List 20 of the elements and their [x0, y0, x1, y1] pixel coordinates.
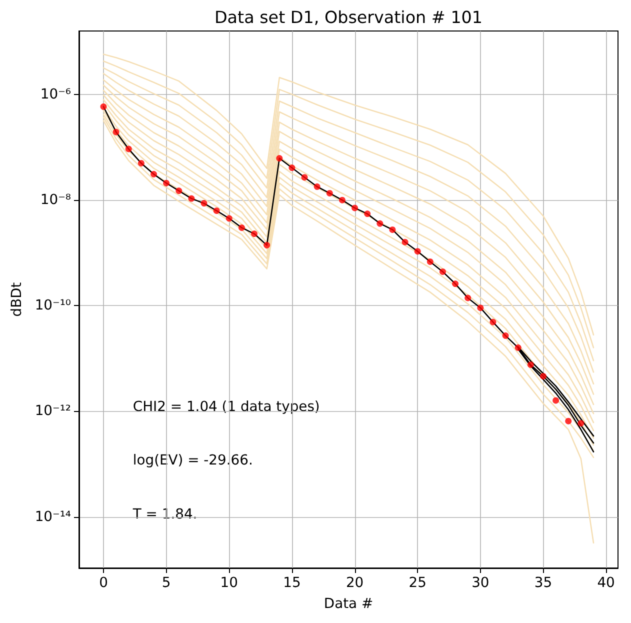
annotation: T = 1.84. [132, 506, 198, 522]
annotation: log(EV) = -29.66. [132, 452, 253, 469]
x-tick-label: 0 [99, 575, 108, 591]
x-tick-label: 5 [162, 575, 171, 591]
y-tick-label: 10⁻¹⁰ [34, 298, 72, 314]
y-tick-label: 10⁻¹² [34, 403, 71, 420]
x-tick-label: 35 [534, 575, 552, 591]
x-tick-label: 15 [283, 575, 301, 591]
x-tick-label: 25 [408, 575, 426, 591]
y-tick-label: 10⁻⁸ [40, 192, 72, 208]
y-tick-label: 10⁻¹⁴ [34, 508, 72, 525]
x-tick-label: 30 [472, 575, 490, 591]
x-axis-title: Data # [324, 596, 374, 612]
y-axis-title: dBDt [8, 282, 25, 317]
annotation: CHI2 = 1.04 (1 data types) [132, 398, 320, 415]
y-tick-label: 10⁻⁶ [40, 86, 72, 103]
x-tick-label: 20 [346, 575, 364, 591]
x-tick-label: 40 [597, 575, 615, 591]
x-tick-label: 10 [220, 575, 238, 591]
chart-title: Data set D1, Observation # 101 [214, 7, 483, 27]
